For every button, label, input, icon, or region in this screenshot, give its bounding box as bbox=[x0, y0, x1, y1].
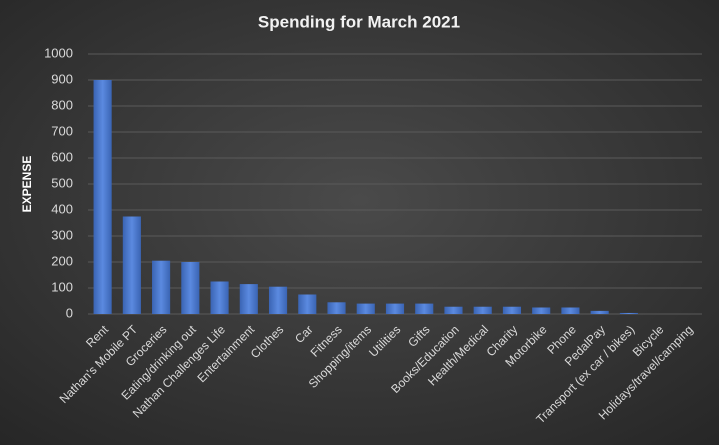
bar bbox=[181, 262, 200, 314]
y-tick-label: 500 bbox=[51, 175, 73, 190]
bar bbox=[619, 312, 638, 314]
bar bbox=[415, 303, 434, 314]
y-tick-label: 100 bbox=[51, 279, 73, 294]
bar bbox=[268, 286, 288, 314]
bar bbox=[444, 306, 463, 314]
chart-title: Spending for March 2021 bbox=[258, 12, 460, 31]
bar bbox=[298, 294, 317, 314]
bar bbox=[385, 303, 405, 314]
bar bbox=[152, 260, 171, 314]
y-tick-label: 200 bbox=[51, 253, 73, 268]
bar bbox=[532, 307, 551, 314]
bar bbox=[356, 303, 375, 314]
y-tick-label: 800 bbox=[51, 97, 73, 112]
bar bbox=[502, 306, 522, 314]
y-tick-label: 300 bbox=[51, 227, 73, 242]
bar bbox=[561, 307, 580, 314]
bar bbox=[590, 310, 609, 314]
y-tick-label: 600 bbox=[51, 149, 73, 164]
bar bbox=[239, 284, 258, 314]
bar bbox=[327, 302, 346, 314]
y-tick-label: 0 bbox=[66, 305, 73, 320]
bar bbox=[122, 216, 141, 314]
bar bbox=[473, 306, 492, 314]
y-tick-label: 1000 bbox=[44, 45, 73, 60]
bar bbox=[93, 80, 112, 314]
y-axis-label: EXPENSE bbox=[20, 156, 34, 213]
y-tick-label: 400 bbox=[51, 201, 73, 216]
y-tick-label: 700 bbox=[51, 123, 73, 138]
y-tick-label: 900 bbox=[51, 71, 73, 86]
bar bbox=[210, 281, 229, 314]
